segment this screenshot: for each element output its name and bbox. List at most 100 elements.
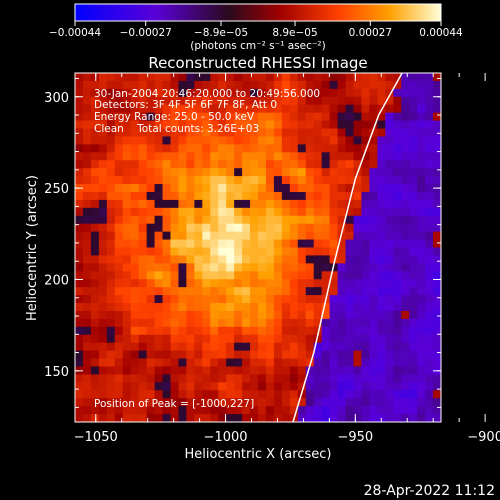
heatmap-cell	[425, 255, 434, 264]
heatmap-cell	[369, 231, 378, 241]
heatmap-cell	[305, 310, 315, 320]
heatmap-cell	[337, 279, 347, 288]
heatmap-cell	[218, 176, 227, 185]
heatmap-cell	[106, 406, 116, 415]
heatmap-cell	[162, 207, 172, 217]
heatmap-cell	[154, 176, 164, 185]
heatmap-cell	[250, 366, 259, 376]
heatmap-cell	[202, 120, 211, 130]
heatmap-cell	[433, 310, 441, 320]
heatmap-cell	[218, 303, 227, 312]
heatmap-cell	[162, 326, 172, 336]
heatmap-cell	[401, 366, 410, 376]
heatmap-cell	[154, 318, 164, 328]
heatmap-cell	[162, 295, 172, 304]
heatmap-cell	[377, 120, 386, 130]
heatmap-cell	[281, 96, 291, 106]
heatmap-cell	[409, 271, 418, 280]
heatmap-cell	[194, 255, 203, 264]
heatmap-cell	[210, 80, 219, 90]
heatmap-cell	[242, 176, 251, 185]
heatmap-cell	[377, 152, 386, 161]
heatmap-cell	[106, 144, 116, 153]
heatmap-cell	[146, 255, 156, 264]
heatmap-cell	[202, 73, 211, 82]
heatmap-cell	[377, 207, 386, 217]
heatmap-cell	[138, 231, 148, 241]
heatmap-cell	[401, 168, 410, 177]
heatmap-cell	[162, 303, 172, 312]
heatmap-cell	[178, 160, 187, 169]
colorbar-tick-label: −0.00044	[49, 27, 102, 39]
heatmap-cell	[353, 184, 363, 193]
heatmap-cell	[106, 279, 116, 288]
heatmap-cell	[98, 136, 108, 145]
heatmap-cell	[114, 144, 124, 153]
heatmap-cell	[210, 215, 219, 225]
heatmap-cell	[178, 398, 187, 407]
heatmap-cell	[305, 231, 315, 241]
heatmap-cell	[162, 366, 172, 376]
heatmap-cell	[90, 406, 100, 415]
heatmap-cell	[353, 350, 363, 360]
annotation-clean-counts: Clean Total counts: 3.26E+03	[94, 123, 259, 135]
heatmap-cell	[250, 160, 259, 169]
heatmap-cell	[297, 350, 307, 360]
heatmap-cell	[265, 342, 275, 352]
heatmap-cell	[393, 398, 402, 407]
heatmap-cell	[409, 152, 418, 161]
heatmap-cell	[297, 231, 307, 241]
heatmap-cell	[385, 358, 394, 368]
heatmap-cell	[122, 160, 132, 169]
heatmap-cell	[409, 247, 418, 257]
heatmap-cell	[297, 184, 307, 193]
heatmap-cell	[273, 318, 283, 328]
heatmap-cell	[417, 334, 426, 344]
heatmap-cell	[234, 136, 243, 145]
heatmap-cell	[289, 96, 299, 106]
colorbar-tick-label: 0.00044	[419, 27, 463, 39]
heatmap-cell	[329, 239, 339, 249]
heatmap-cell	[433, 223, 441, 233]
heatmap-cell	[114, 366, 124, 376]
heatmap-cell	[138, 366, 148, 376]
heatmap-cell	[377, 406, 386, 415]
heatmap-cell	[377, 342, 386, 352]
heatmap-cell	[210, 247, 219, 257]
heatmap-cell	[369, 215, 378, 225]
heatmap-cell	[202, 398, 211, 407]
heatmap-cell	[75, 88, 84, 98]
heatmap-cell	[353, 144, 363, 153]
heatmap-cell	[305, 374, 315, 383]
heatmap-cell	[178, 73, 187, 82]
heatmap-cell	[401, 326, 410, 336]
heatmap-cell	[313, 366, 323, 376]
heatmap-cell	[281, 239, 291, 249]
heatmap-cell	[361, 88, 370, 98]
heatmap-cell	[417, 112, 426, 122]
heatmap-cell	[297, 287, 307, 296]
heatmap-cell	[337, 199, 347, 209]
heatmap-cell	[369, 342, 378, 352]
heatmap-cell	[281, 303, 291, 312]
heatmap-cell	[289, 88, 299, 98]
heatmap-cell	[313, 168, 323, 177]
heatmap-cell	[170, 191, 180, 201]
heatmap-cell	[361, 279, 370, 288]
heatmap-cell	[154, 184, 164, 193]
heatmap-cell	[130, 215, 140, 225]
heatmap-cell	[226, 80, 235, 90]
heatmap-cell	[425, 128, 434, 138]
heatmap-cell	[361, 176, 370, 185]
heatmap-cell	[289, 318, 299, 328]
heatmap-cell	[297, 263, 307, 272]
heatmap-cell	[130, 414, 140, 422]
heatmap-cell	[162, 318, 172, 328]
heatmap-cell	[401, 318, 410, 328]
heatmap-cell	[202, 295, 211, 304]
heatmap-cell	[361, 303, 370, 312]
heatmap-cell	[337, 231, 347, 241]
heatmap-cell	[281, 255, 291, 264]
heatmap-cell	[417, 231, 426, 241]
heatmap-cell	[385, 73, 394, 82]
